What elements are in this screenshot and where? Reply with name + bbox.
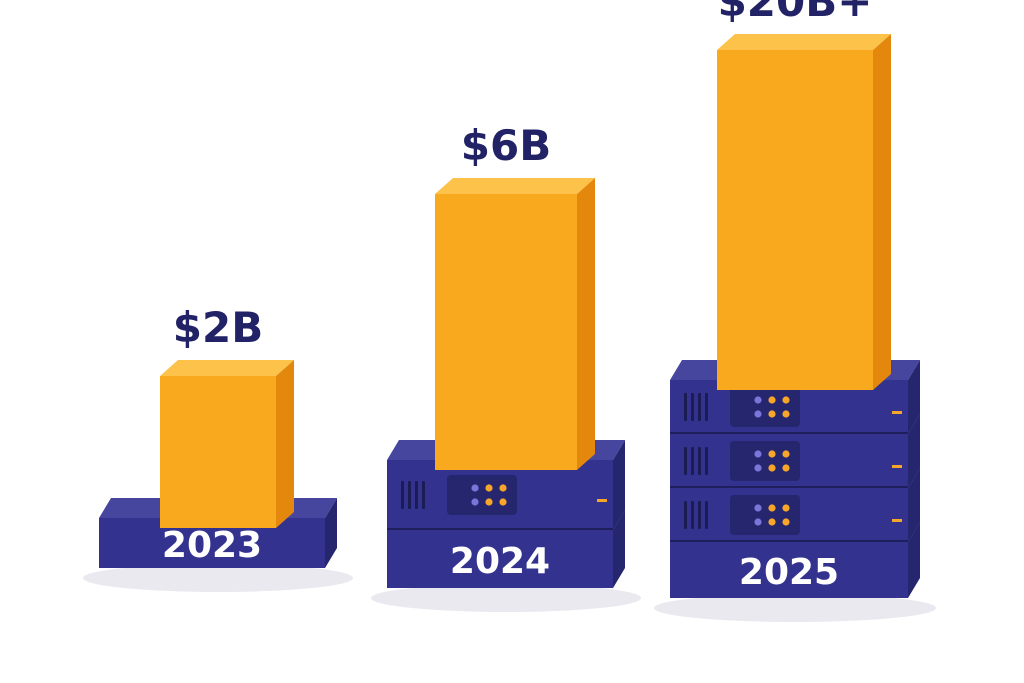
status-led: [782, 504, 790, 512]
year-base-side: [613, 510, 625, 588]
vent-slot: [705, 393, 708, 421]
indicator-light: [597, 499, 607, 502]
server-unit-side: [908, 414, 920, 488]
value-bar-front: [160, 376, 276, 528]
bar-group-2024: 2024 $6B: [387, 121, 625, 588]
vent-slot: [684, 501, 687, 529]
value-bar-side: [873, 34, 891, 390]
status-led: [768, 518, 776, 526]
vent-slot: [698, 393, 701, 421]
status-led: [754, 464, 762, 472]
led-panel: [730, 495, 800, 535]
server-divider: [670, 432, 908, 434]
value-label: $20B+: [718, 0, 873, 26]
vent-slot: [684, 393, 687, 421]
vent-slot: [698, 447, 701, 475]
value-label: $2B: [173, 303, 263, 352]
value-bar: [160, 360, 294, 528]
status-led: [754, 450, 762, 458]
indicator-light: [892, 465, 902, 468]
vent-slot: [691, 501, 694, 529]
vent-slot: [691, 393, 694, 421]
vent-slot: [691, 447, 694, 475]
status-led: [768, 410, 776, 418]
value-bar-top: [160, 360, 294, 376]
ground-shadows: [83, 564, 936, 622]
status-led: [782, 450, 790, 458]
status-led: [782, 518, 790, 526]
vent-slot: [705, 501, 708, 529]
status-led: [782, 410, 790, 418]
ground-shadow: [83, 564, 353, 592]
vent-slot: [422, 481, 425, 509]
value-bar: [717, 34, 891, 390]
value-bar-top: [435, 178, 595, 194]
server-unit-side: [908, 360, 920, 434]
status-led: [768, 396, 776, 404]
value-label: $6B: [461, 121, 551, 170]
vent-slot: [684, 447, 687, 475]
year-base-side: [325, 498, 337, 568]
server-divider: [670, 486, 908, 488]
bar-group-2025: 2025 $20B+: [670, 0, 920, 598]
vent-slot: [415, 481, 418, 509]
vent-slot: [698, 501, 701, 529]
status-led: [754, 396, 762, 404]
year-base-front: [387, 530, 613, 588]
vent-slot: [408, 481, 411, 509]
value-bar-front: [717, 50, 873, 390]
status-led: [471, 498, 479, 506]
year-base-front: [670, 542, 908, 598]
status-led: [754, 504, 762, 512]
status-led: [782, 396, 790, 404]
ground-shadow: [371, 584, 641, 612]
value-bar-top: [717, 34, 891, 50]
year-label: 2024: [450, 541, 550, 582]
year-label: 2023: [162, 525, 262, 566]
status-led: [754, 410, 762, 418]
server-divider: [670, 540, 908, 542]
year-base-side: [908, 522, 920, 598]
vent-slot: [401, 481, 404, 509]
led-panel: [730, 441, 800, 481]
status-led: [499, 484, 507, 492]
status-led: [768, 450, 776, 458]
led-panel: [730, 387, 800, 427]
vent-slot: [705, 447, 708, 475]
bar-group-2023: 2023 $2B: [99, 303, 337, 568]
value-bar-side: [577, 178, 595, 470]
value-bar-side: [276, 360, 294, 528]
status-led: [768, 504, 776, 512]
ground-shadow: [654, 594, 936, 622]
status-led: [768, 464, 776, 472]
indicator-light: [892, 411, 902, 414]
status-led: [782, 464, 790, 472]
status-led: [485, 484, 493, 492]
year-label: 2025: [739, 552, 839, 593]
status-led: [471, 484, 479, 492]
server-unit-side: [613, 440, 625, 530]
value-bar-front: [435, 194, 577, 470]
led-panel: [447, 475, 517, 515]
status-led: [485, 498, 493, 506]
server-divider: [387, 528, 613, 530]
server-unit-side: [908, 468, 920, 542]
indicator-light: [892, 519, 902, 522]
status-led: [499, 498, 507, 506]
status-led: [754, 518, 762, 526]
value-bar: [435, 178, 595, 470]
server-unit: [670, 414, 920, 488]
chart-bars: 2023 $2B 2024 $6B 2025 $20B+: [99, 0, 920, 598]
